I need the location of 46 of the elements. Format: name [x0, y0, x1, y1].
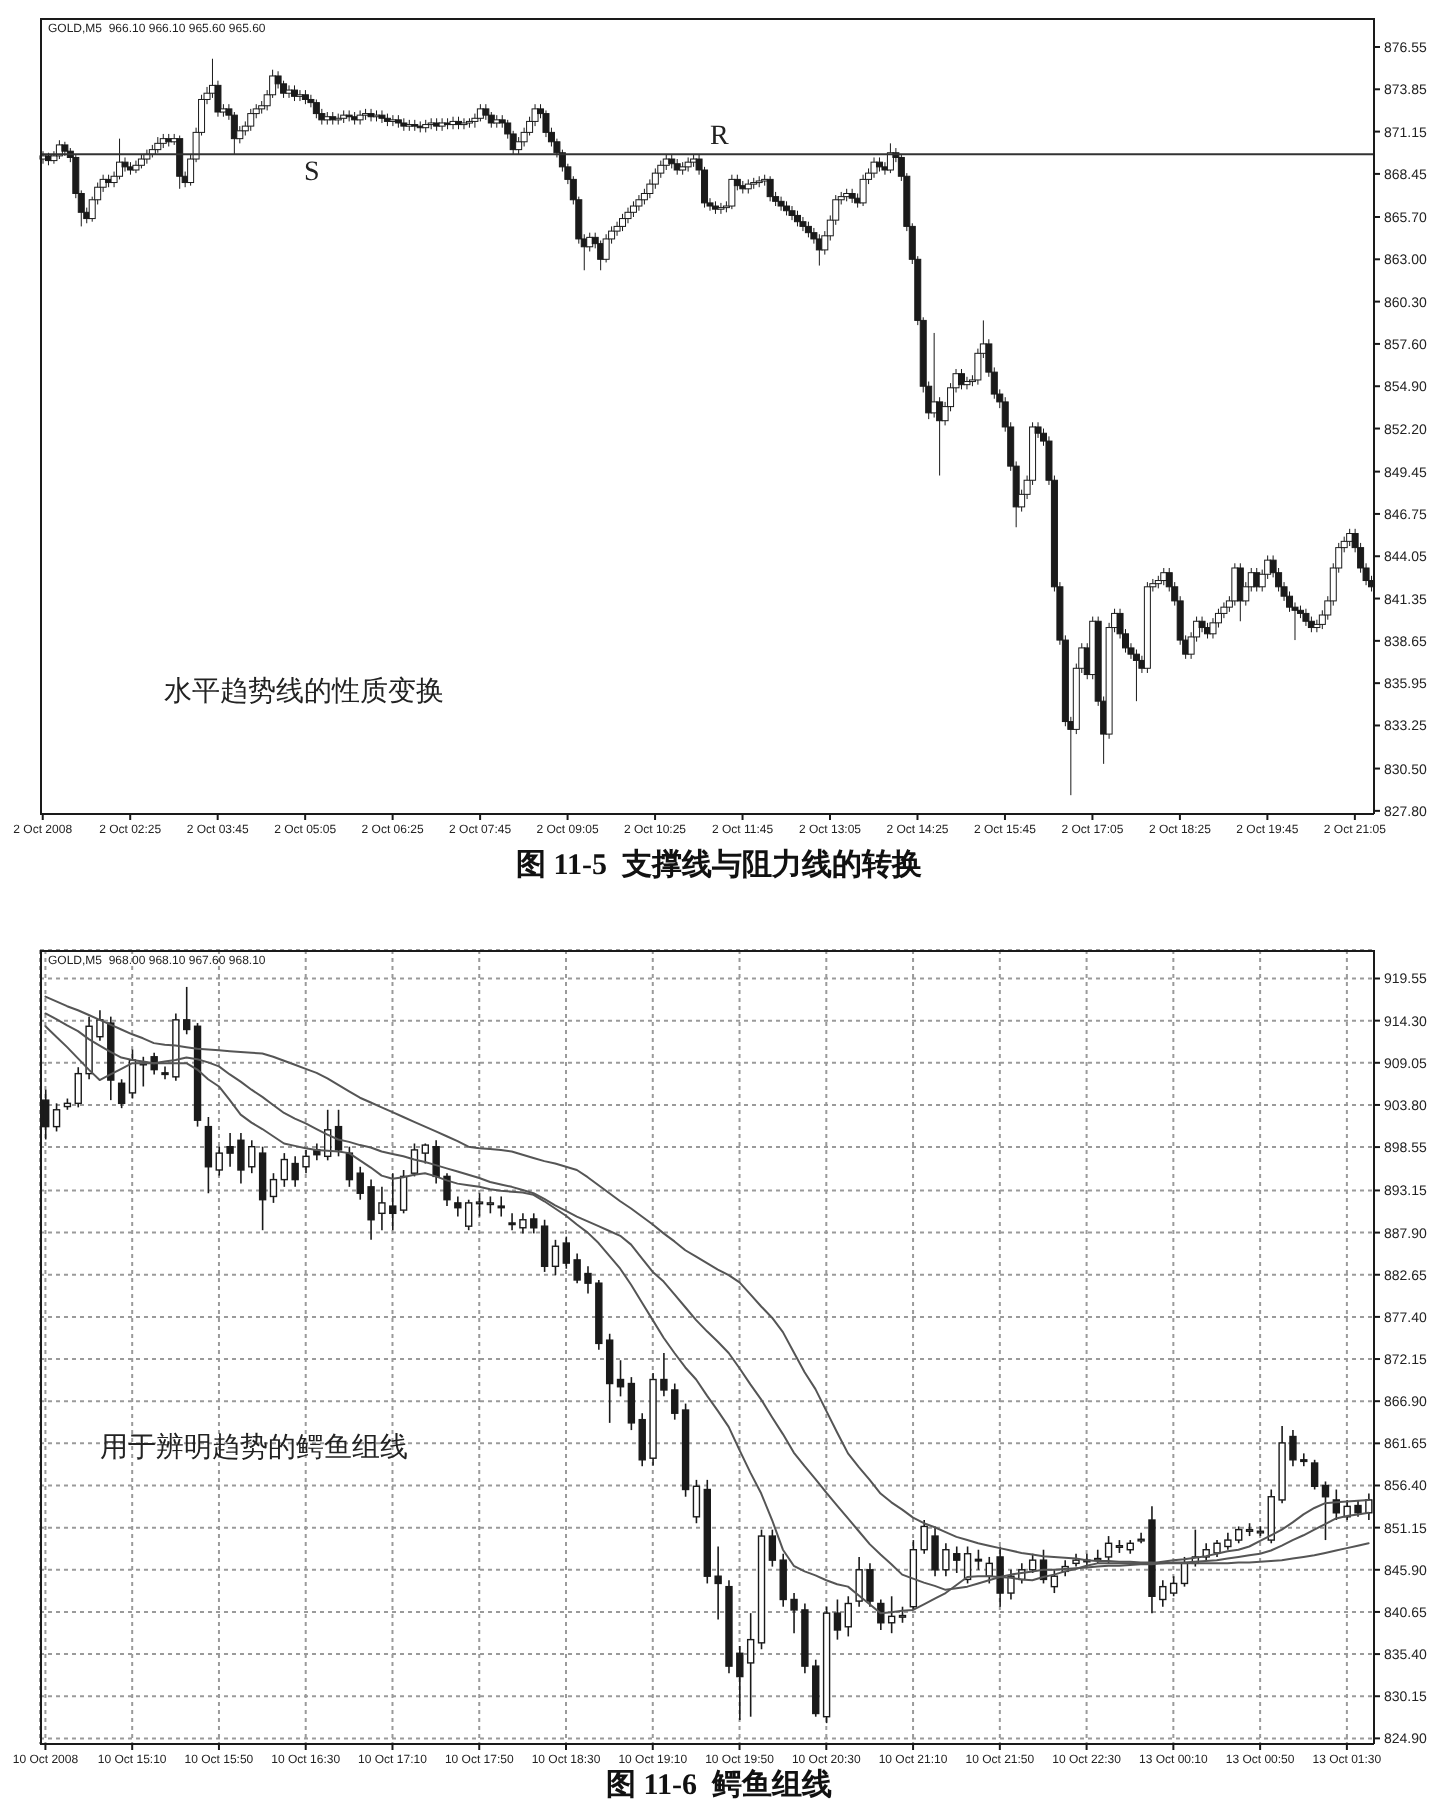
text: 图 11-6 鳄鱼组线: [604, 1768, 834, 1804]
candlestick: [1321, 1480, 1330, 1541]
annotation: 水平趋势线的性质变换: [164, 678, 444, 710]
candlestick: [204, 1116, 213, 1195]
candlestick: [1050, 1568, 1059, 1594]
text: 图 11-5 支撑线与阻力线的转换: [514, 848, 924, 884]
candlestick: [957, 368, 965, 390]
candlestick: [616, 1359, 625, 1398]
candlestick: [247, 108, 255, 132]
annotation: S: [304, 158, 320, 190]
candlestick: [624, 207, 632, 224]
candlestick: [475, 1192, 484, 1218]
candlestick: [52, 1102, 61, 1133]
annotation: R: [710, 122, 729, 154]
candlestick: [274, 70, 282, 90]
candlestick: [1104, 1535, 1113, 1565]
candlestick: [258, 1145, 267, 1231]
candlestick: [635, 194, 643, 212]
candlestick: [627, 1376, 636, 1431]
candlestick: [399, 1169, 408, 1215]
candlestick: [176, 135, 184, 190]
candlestick: [844, 1595, 852, 1638]
candlestick: [1310, 1459, 1319, 1491]
candlestick: [1132, 648, 1140, 702]
annotation: 用于辨明趋势的鳄鱼组线: [100, 1434, 408, 1466]
candlestick: [312, 98, 320, 119]
candlestick: [799, 216, 807, 232]
candlestick: [692, 1479, 701, 1525]
candlestick: [296, 89, 304, 102]
candlestick: [768, 1528, 777, 1568]
candlestick: [833, 1598, 842, 1641]
candlestick: [1236, 562, 1244, 622]
candlestick: [269, 1172, 278, 1204]
candlestick: [42, 1088, 50, 1141]
candlestick: [788, 205, 796, 221]
candlestick: [285, 84, 293, 99]
candlestick: [497, 1195, 505, 1218]
candlestick: [1302, 608, 1310, 627]
candlestick: [777, 196, 785, 212]
candlestick: [613, 221, 621, 237]
candlestick: [540, 1218, 549, 1273]
candlestick: [117, 1078, 126, 1109]
candlestick: [651, 167, 659, 190]
candlestick: [230, 111, 238, 155]
candlestick: [551, 1239, 560, 1276]
candlestick: [974, 1548, 983, 1571]
